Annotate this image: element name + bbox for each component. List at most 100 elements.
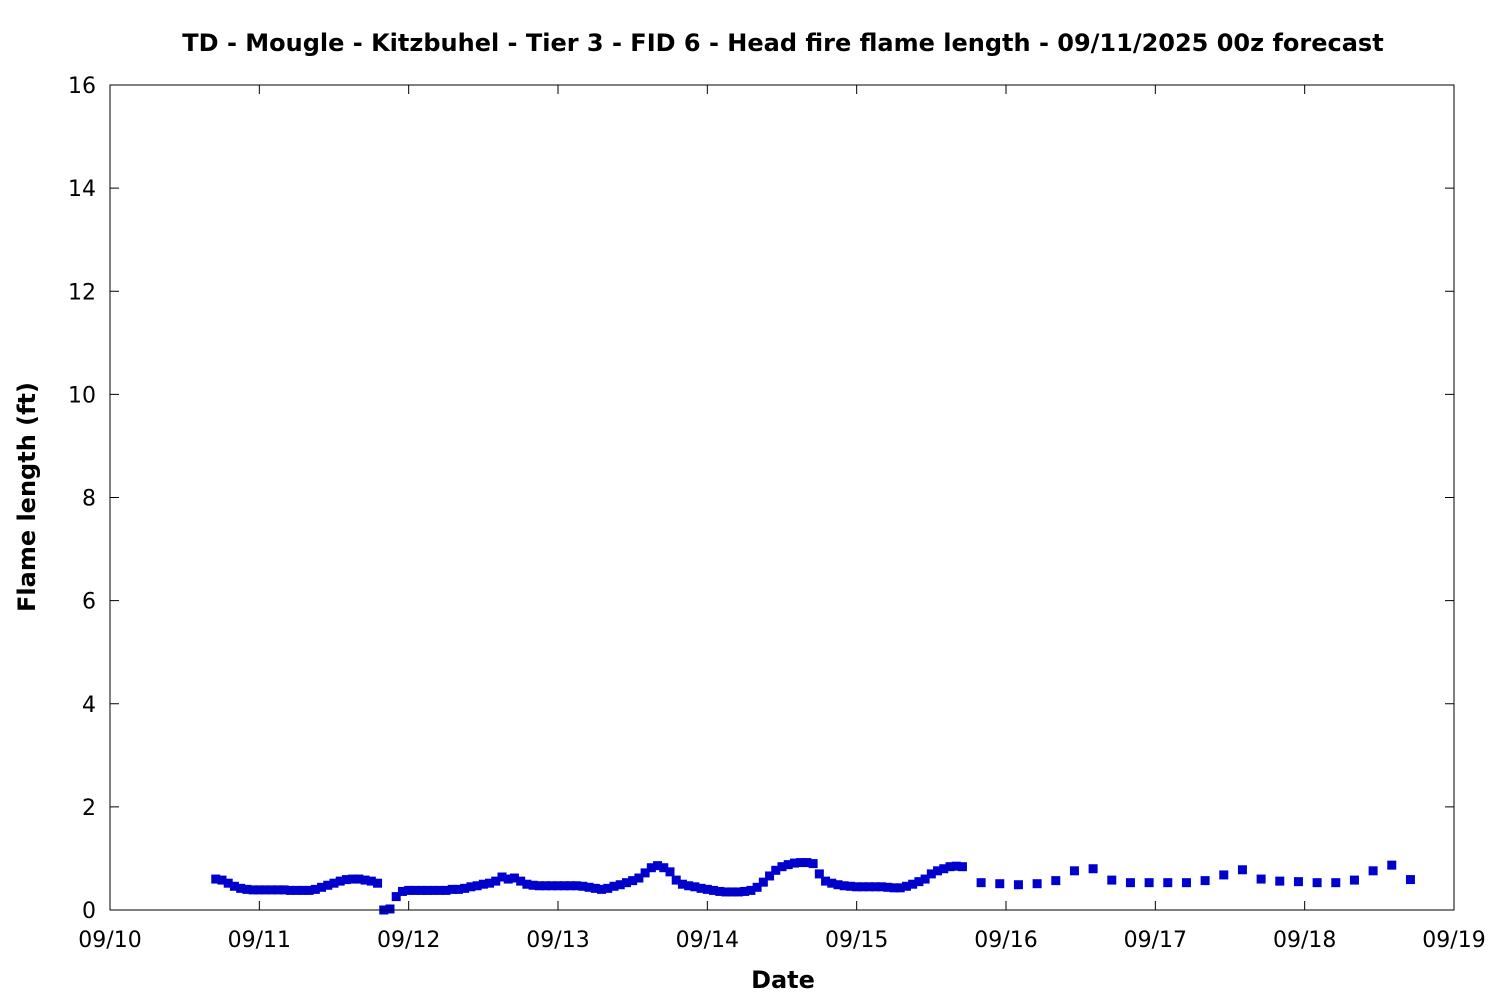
y-tick-label: 0	[82, 899, 96, 924]
data-point	[584, 882, 594, 892]
data-point	[397, 886, 407, 896]
data-point	[933, 866, 943, 876]
data-point	[1051, 876, 1061, 886]
data-point	[1275, 876, 1285, 886]
data-point	[709, 885, 719, 895]
data-point	[385, 904, 395, 914]
data-point	[908, 879, 918, 889]
data-point	[373, 878, 383, 888]
y-tick-label: 14	[68, 177, 96, 202]
data-point	[889, 883, 899, 893]
y-tick-label: 12	[68, 280, 96, 305]
data-point	[236, 883, 246, 893]
data-point	[1032, 879, 1042, 889]
data-point	[746, 885, 756, 895]
data-point	[1088, 864, 1098, 874]
data-point	[696, 883, 706, 893]
data-point	[951, 861, 961, 871]
data-point	[466, 882, 476, 892]
data-point	[1163, 878, 1173, 888]
data-point	[329, 878, 339, 888]
data-point	[547, 881, 557, 891]
data-point	[292, 885, 302, 895]
data-point	[472, 881, 482, 891]
data-point	[802, 858, 812, 868]
data-point	[460, 883, 470, 893]
data-point	[1293, 877, 1303, 887]
data-point	[279, 885, 289, 895]
data-point	[659, 863, 669, 873]
data-point	[1368, 866, 1378, 876]
data-point	[777, 862, 787, 872]
data-point	[1237, 865, 1247, 875]
data-point	[646, 863, 656, 873]
x-tick-label: 09/12	[377, 928, 440, 953]
data-point	[572, 881, 582, 891]
data-point	[304, 885, 314, 895]
data-point	[335, 876, 345, 886]
data-point	[901, 881, 911, 891]
x-tick-label: 09/16	[974, 928, 1037, 953]
data-point	[416, 885, 426, 895]
x-tick-label: 09/18	[1273, 928, 1336, 953]
data-point	[497, 872, 507, 882]
y-tick-label: 8	[82, 487, 96, 512]
data-point	[391, 892, 401, 902]
data-point	[833, 880, 843, 890]
data-point	[229, 881, 239, 891]
data-point	[404, 885, 414, 895]
y-tick-label: 4	[82, 693, 96, 718]
data-point	[702, 884, 712, 894]
data-point	[453, 884, 463, 894]
data-point	[261, 885, 271, 895]
data-point	[516, 876, 526, 886]
data-point	[870, 882, 880, 892]
data-point	[285, 885, 295, 895]
x-tick-label: 09/10	[78, 928, 141, 953]
data-point	[939, 864, 949, 874]
data-point	[541, 881, 551, 891]
data-point	[752, 882, 762, 892]
plot-border	[109, 84, 1455, 911]
data-point	[995, 879, 1005, 889]
y-tick-label: 6	[82, 590, 96, 615]
x-tick-label: 09/19	[1422, 928, 1485, 953]
data-point	[410, 885, 420, 895]
data-point	[354, 874, 364, 884]
data-point	[976, 878, 986, 888]
data-point	[429, 885, 439, 895]
y-tick-label: 2	[82, 796, 96, 821]
data-point	[920, 874, 930, 884]
data-point	[248, 885, 258, 895]
axis-tick-labels: 09/10 09/11 09/12 09/13 09/14 09/15 09/16 09/17…	[68, 74, 1486, 953]
data-point	[945, 862, 955, 872]
data-point	[827, 878, 837, 888]
data-point	[839, 881, 849, 891]
data-point	[559, 881, 569, 891]
axis-ticks	[109, 84, 1455, 911]
data-point	[684, 881, 694, 891]
data-point	[242, 884, 252, 894]
data-point	[733, 887, 743, 897]
data-point	[323, 880, 333, 890]
data-point	[883, 882, 893, 892]
data-point	[1144, 878, 1154, 888]
data-point	[1405, 875, 1415, 885]
data-point	[615, 880, 625, 890]
data-point	[522, 879, 532, 889]
data-point	[895, 883, 905, 893]
data-point	[360, 875, 370, 885]
data-point	[441, 885, 451, 895]
data-point	[1312, 878, 1322, 888]
data-point	[721, 887, 731, 897]
data-point	[1256, 874, 1266, 884]
data-point	[590, 883, 600, 893]
x-tick-label: 09/17	[1124, 928, 1187, 953]
data-point	[1387, 860, 1397, 870]
data-point	[528, 880, 538, 890]
data-point	[534, 881, 544, 891]
data-point	[1107, 875, 1117, 885]
data-point	[740, 886, 750, 896]
data-point	[298, 885, 308, 895]
